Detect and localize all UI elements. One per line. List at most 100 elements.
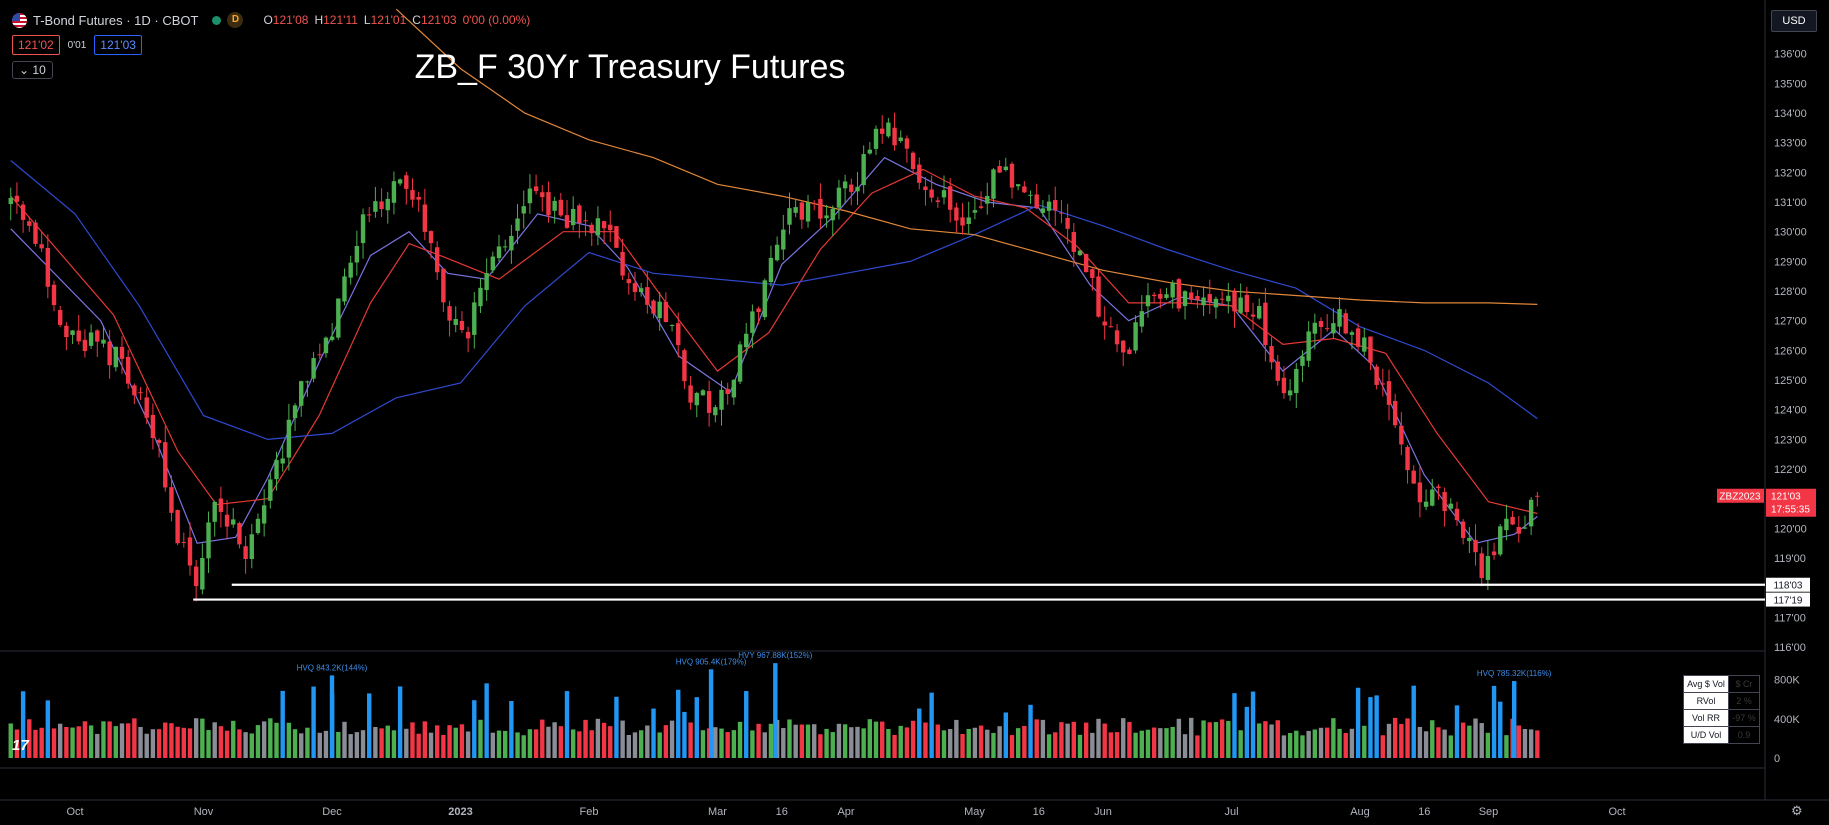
- candle-body: [614, 226, 619, 248]
- volume-bar: [1244, 706, 1250, 758]
- sell-button[interactable]: 121'02: [12, 35, 60, 55]
- candle-body: [1096, 276, 1101, 317]
- candle-body: [1250, 314, 1256, 317]
- candle-body: [694, 392, 699, 406]
- vol-stat-value: -97 %: [1728, 709, 1760, 727]
- candle-body: [280, 458, 285, 464]
- vol-stat-value: 0.9: [1728, 726, 1760, 744]
- candle-body: [589, 224, 594, 234]
- candle-body: [935, 200, 941, 202]
- candle-body: [1077, 250, 1083, 256]
- volume-bar: [546, 726, 551, 758]
- volume-bar: [237, 729, 242, 758]
- volume-bar: [1491, 685, 1497, 758]
- volume-bar: [76, 726, 81, 758]
- candle-body: [187, 537, 193, 566]
- volume-bar: [323, 730, 329, 758]
- tradingview-logo[interactable]: 17: [12, 737, 29, 754]
- volume-bar: [1158, 728, 1163, 758]
- symbol-title[interactable]: T-Bond Futures · 1D · CBOT: [33, 12, 199, 28]
- candle-body: [855, 186, 860, 192]
- candle-body: [1015, 184, 1021, 187]
- candle-body: [88, 332, 94, 346]
- candle-body: [774, 244, 780, 261]
- candle-body: [1479, 553, 1484, 579]
- candle-body: [898, 137, 903, 142]
- volume-bar: [1046, 734, 1052, 758]
- volume-annotation: HVY 967.88K(152%): [738, 651, 812, 660]
- volume-bar: [842, 724, 848, 758]
- volume-bar: [64, 727, 69, 758]
- candle-body: [435, 247, 440, 273]
- candle-body: [1195, 295, 1200, 301]
- candle-body: [416, 196, 421, 200]
- candle-body: [1287, 390, 1293, 396]
- volume-bar: [713, 727, 718, 758]
- candle-body: [360, 214, 366, 244]
- candle-body: [768, 257, 774, 283]
- volume-bar: [212, 722, 217, 758]
- candle-body: [447, 306, 452, 321]
- candle-body: [867, 149, 873, 154]
- candle-body: [175, 510, 180, 544]
- candle-body: [1121, 340, 1126, 353]
- volume-bar: [397, 686, 403, 758]
- volume-bar: [898, 725, 903, 758]
- candle-body: [453, 319, 458, 326]
- gear-icon[interactable]: ⚙: [1791, 803, 1803, 818]
- candle-body: [496, 246, 502, 259]
- volume-bar: [836, 723, 842, 758]
- volume-bar: [954, 719, 959, 758]
- volume-bar: [787, 719, 792, 758]
- indicators-toggle[interactable]: ⌄ 10: [12, 61, 53, 79]
- volume-bar: [830, 732, 835, 758]
- candle-body: [1528, 499, 1534, 527]
- volume-bar: [1096, 718, 1101, 758]
- price-tick-label: 131'00: [1774, 197, 1807, 209]
- candle-body: [465, 331, 471, 339]
- candle-body: [1003, 166, 1009, 171]
- candle-body: [1423, 501, 1429, 507]
- buy-button[interactable]: 121'03: [94, 35, 142, 55]
- volume-bar: [521, 735, 526, 758]
- candle-body: [33, 222, 38, 244]
- time-tick-label: Jun: [1094, 806, 1112, 818]
- time-tick-label: Feb: [580, 806, 599, 818]
- volume-bar: [861, 728, 866, 758]
- price-tick-label: 125'00: [1774, 375, 1807, 387]
- candle-body: [929, 189, 934, 198]
- volume-bar: [1015, 728, 1021, 758]
- candle-body: [1257, 306, 1262, 319]
- candle-body: [39, 244, 44, 249]
- candle-body: [805, 202, 811, 222]
- currency-selector[interactable]: USD: [1771, 10, 1817, 32]
- volume-bar: [502, 730, 508, 758]
- volume-bar: [1083, 722, 1089, 758]
- candle-body: [138, 392, 143, 394]
- support-price-tag: [1766, 592, 1810, 607]
- candle-body: [1059, 212, 1064, 214]
- price-tick-label: 124'00: [1774, 405, 1807, 417]
- volume-bar: [1263, 721, 1268, 758]
- candle-body: [243, 546, 248, 560]
- candle-body: [1263, 302, 1268, 346]
- indicator-count: 10: [32, 63, 46, 77]
- candle-body: [1219, 298, 1225, 300]
- candle-body: [125, 356, 131, 384]
- candle-body: [756, 308, 761, 313]
- volume-bar: [805, 724, 811, 758]
- volume-bar: [1003, 712, 1009, 758]
- vol-stat-value: $ Cr: [1728, 675, 1760, 693]
- candle-body: [1454, 508, 1460, 521]
- volume-bar: [416, 733, 421, 758]
- candle-body: [1158, 293, 1163, 299]
- us-flag-icon: [12, 12, 27, 28]
- volume-bar: [1090, 732, 1095, 758]
- volume-bar: [1473, 718, 1478, 758]
- candle-body: [1411, 470, 1416, 484]
- volume-bar: [509, 701, 514, 758]
- volume-bar: [1176, 718, 1182, 758]
- candle-body: [781, 229, 786, 250]
- candle-body: [879, 128, 885, 134]
